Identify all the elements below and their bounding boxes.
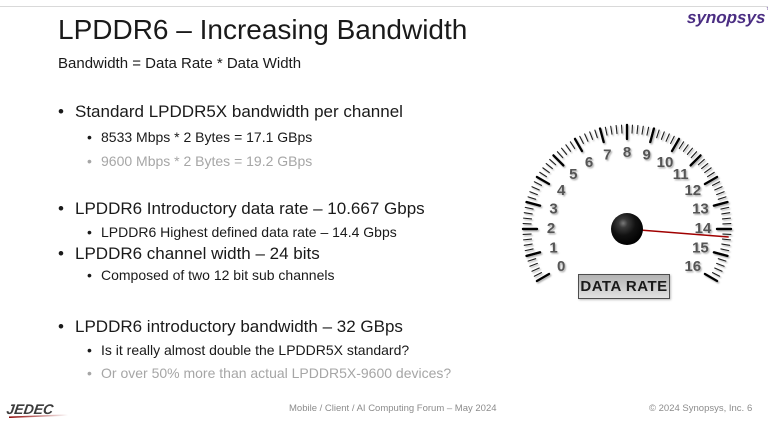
svg-text:15: 15 (692, 240, 709, 257)
svg-text:5: 5 (569, 166, 577, 183)
svg-text:1: 1 (549, 240, 557, 257)
svg-text:16: 16 (684, 258, 701, 275)
svg-text:11: 11 (673, 166, 689, 183)
svg-text:7: 7 (603, 147, 611, 164)
svg-text:8: 8 (623, 144, 631, 161)
svg-text:2: 2 (547, 220, 555, 237)
svg-text:10: 10 (657, 154, 674, 171)
svg-text:9: 9 (642, 147, 650, 164)
svg-text:0: 0 (557, 258, 565, 275)
svg-text:6: 6 (585, 154, 593, 171)
svg-text:13: 13 (692, 200, 709, 217)
svg-text:4: 4 (557, 182, 566, 199)
svg-text:3: 3 (549, 200, 557, 217)
svg-text:JEDEC: JEDEC (6, 401, 55, 417)
svg-text:12: 12 (684, 182, 701, 199)
